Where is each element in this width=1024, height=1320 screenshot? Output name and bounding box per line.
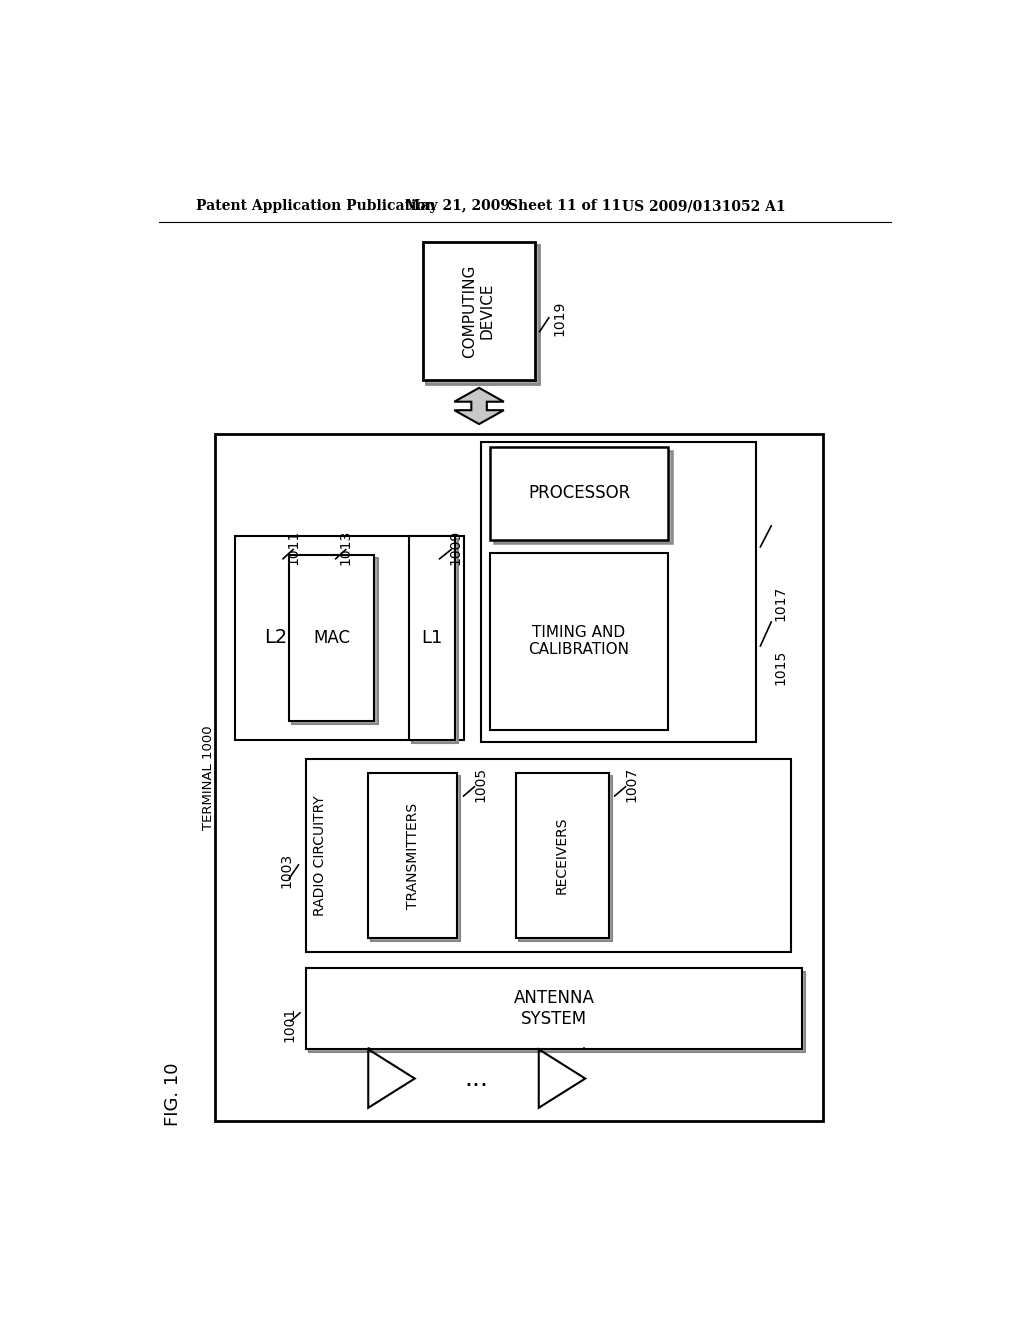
Text: RECEIVERS: RECEIVERS — [555, 817, 569, 895]
FancyBboxPatch shape — [372, 776, 461, 941]
Text: 1005: 1005 — [474, 767, 487, 803]
FancyBboxPatch shape — [306, 969, 802, 1049]
Text: May 21, 2009: May 21, 2009 — [406, 199, 510, 213]
FancyBboxPatch shape — [409, 536, 455, 739]
FancyBboxPatch shape — [309, 972, 805, 1052]
FancyBboxPatch shape — [515, 774, 608, 939]
Text: 1015: 1015 — [773, 649, 787, 685]
Text: 1007: 1007 — [625, 767, 639, 803]
FancyBboxPatch shape — [234, 536, 464, 739]
Text: Patent Application Publication: Patent Application Publication — [197, 199, 436, 213]
Text: Sheet 11 of 11: Sheet 11 of 11 — [508, 199, 621, 213]
FancyBboxPatch shape — [215, 434, 823, 1121]
Text: 1011: 1011 — [286, 529, 300, 565]
Text: US 2009/0131052 A1: US 2009/0131052 A1 — [623, 199, 786, 213]
FancyBboxPatch shape — [412, 539, 458, 743]
FancyBboxPatch shape — [480, 442, 756, 742]
Text: L1: L1 — [421, 628, 442, 647]
Text: 1003: 1003 — [280, 853, 294, 888]
Text: MAC: MAC — [313, 628, 350, 647]
FancyBboxPatch shape — [306, 759, 791, 952]
Text: 1019: 1019 — [553, 301, 566, 337]
Text: 1009: 1009 — [449, 529, 462, 565]
FancyBboxPatch shape — [426, 246, 539, 384]
FancyBboxPatch shape — [289, 554, 375, 721]
Text: PROCESSOR: PROCESSOR — [528, 484, 630, 503]
Text: ANTENNA
SYSTEM: ANTENNA SYSTEM — [514, 990, 595, 1028]
Text: FIG. 10: FIG. 10 — [164, 1063, 182, 1126]
Text: L2: L2 — [263, 628, 287, 647]
FancyBboxPatch shape — [489, 553, 669, 730]
FancyBboxPatch shape — [369, 774, 458, 939]
Text: ...: ... — [465, 1067, 488, 1090]
Text: 1001: 1001 — [283, 1007, 296, 1041]
FancyBboxPatch shape — [494, 451, 672, 544]
Text: TERMINAL 1000: TERMINAL 1000 — [202, 725, 215, 830]
FancyBboxPatch shape — [423, 242, 535, 380]
Text: 1017: 1017 — [773, 586, 787, 622]
FancyBboxPatch shape — [489, 447, 669, 540]
Polygon shape — [455, 388, 504, 424]
FancyBboxPatch shape — [292, 558, 378, 723]
Text: TIMING AND
CALIBRATION: TIMING AND CALIBRATION — [528, 624, 630, 657]
FancyBboxPatch shape — [518, 776, 611, 941]
Text: RADIO CIRCUITRY: RADIO CIRCUITRY — [313, 795, 328, 916]
Text: 1013: 1013 — [339, 529, 353, 565]
Text: COMPUTING
DEVICE: COMPUTING DEVICE — [463, 264, 495, 358]
Text: TRANSMITTERS: TRANSMITTERS — [406, 803, 420, 908]
